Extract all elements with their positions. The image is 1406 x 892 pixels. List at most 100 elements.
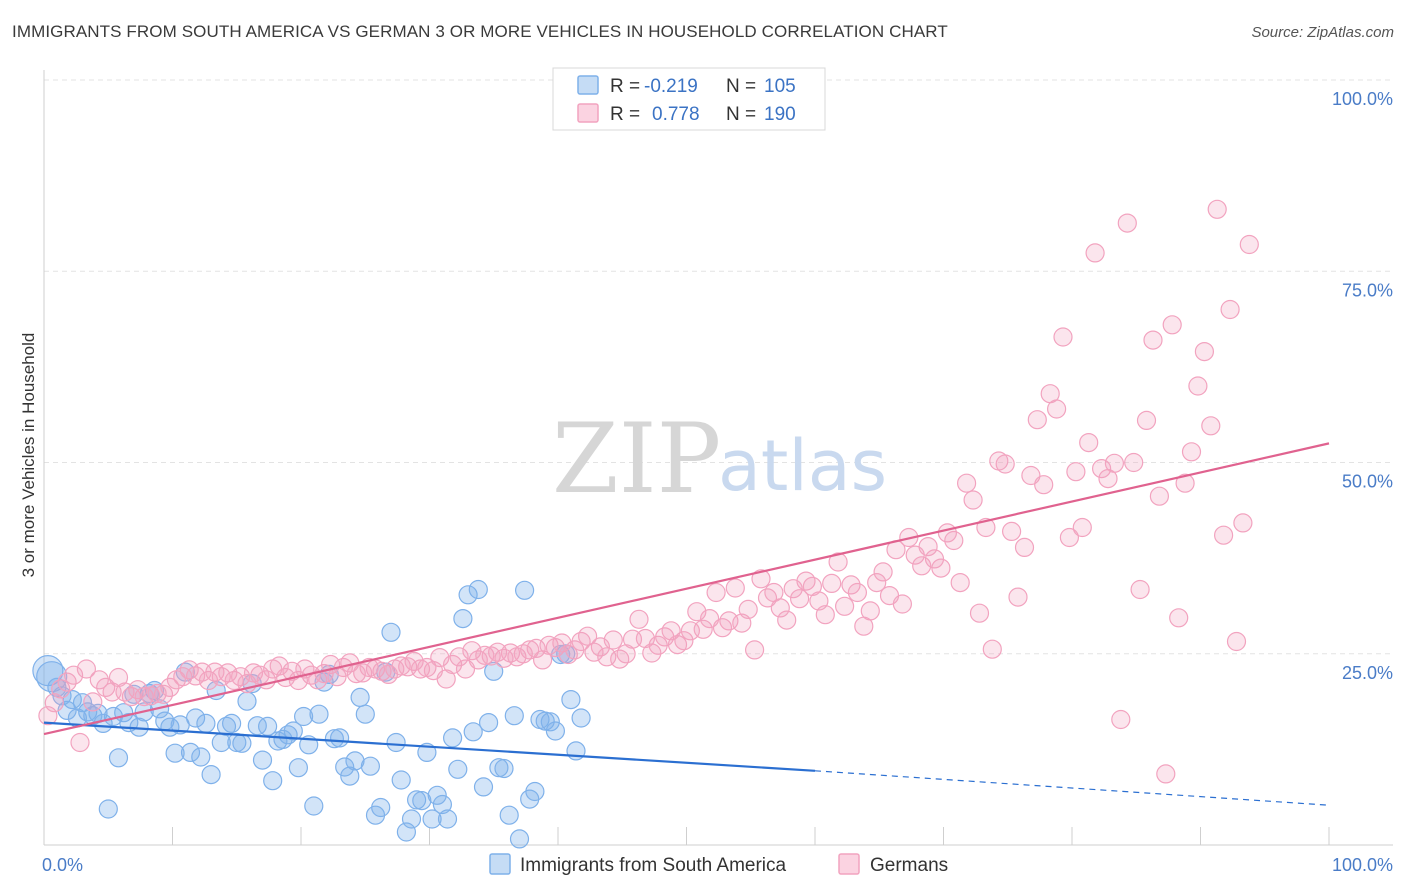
immigrants-point-53 xyxy=(309,704,329,724)
legend-r-value-2: 0.778 xyxy=(652,104,700,125)
germans-point-83 xyxy=(571,631,591,652)
germans-point-166 xyxy=(1104,453,1125,473)
immigrants-trend-extension xyxy=(814,770,1330,806)
germans-point-129 xyxy=(867,572,887,593)
germans-point-6 xyxy=(76,659,97,679)
legend-r-value-1: -0.219 xyxy=(644,76,698,97)
germans-point-102 xyxy=(693,619,713,639)
immigrants-point-47 xyxy=(278,725,298,745)
germans-point-162 xyxy=(1079,433,1099,453)
watermark-zip: ZIP xyxy=(552,403,721,515)
germans-point-124 xyxy=(834,596,855,616)
immigrants-point-90 xyxy=(499,805,519,825)
immigrants-point-93 xyxy=(514,580,535,600)
germans-point-186 xyxy=(1233,513,1253,533)
immigrants-point-48 xyxy=(283,721,303,741)
y-tick-label-2: 75.0% xyxy=(1342,280,1393,300)
germans-point-137 xyxy=(918,536,938,557)
immigrants-point-14 xyxy=(108,748,129,768)
immigrants-point-30 xyxy=(191,747,211,767)
germans-point-133 xyxy=(892,594,913,614)
germans-point-128 xyxy=(860,601,880,621)
immigrants-point-41 xyxy=(247,716,267,736)
immigrants-point-68 xyxy=(386,732,406,753)
immigrants-point-99 xyxy=(545,721,566,741)
germans-point-170 xyxy=(1130,579,1150,600)
germans-point-154 xyxy=(1027,410,1047,430)
immigrants-point-97 xyxy=(535,711,555,731)
germans-point-175 xyxy=(1162,315,1182,335)
germans-point-126 xyxy=(847,582,868,603)
immigrants-point-31 xyxy=(196,713,216,734)
immigrants-point-91 xyxy=(504,706,524,726)
legend-swatch-germans xyxy=(577,103,599,123)
germans-point-104 xyxy=(706,582,726,603)
immigrants-point-28 xyxy=(180,742,201,763)
germans-point-130 xyxy=(873,562,893,582)
germans-point-118 xyxy=(796,571,816,591)
series-germans-points xyxy=(38,199,1259,784)
immigrants-point-71 xyxy=(401,809,422,829)
immigrants-point-82 xyxy=(458,585,478,605)
immigrants-point-69 xyxy=(391,770,411,790)
legend-n-label-1: N = xyxy=(726,76,756,97)
germans-point-36 xyxy=(269,656,289,676)
germans-point-139 xyxy=(931,558,951,578)
germans-point-7 xyxy=(83,692,103,712)
legend-r-label-2: R = xyxy=(610,104,640,125)
bottom-legend-label-immigrants: Immigrants from South America xyxy=(520,855,787,876)
immigrants-trend-line xyxy=(43,721,816,772)
legend-box: R = -0.219 N = 105 R = 0.778 N = 190 xyxy=(552,67,826,131)
immigrants-point-92 xyxy=(509,829,530,849)
germans-point-185 xyxy=(1226,631,1247,652)
germans-point-179 xyxy=(1188,376,1208,396)
immigrants-point-75 xyxy=(422,809,442,829)
immigrants-point-59 xyxy=(340,766,360,786)
germans-point-180 xyxy=(1194,342,1215,362)
germans-point-171 xyxy=(1136,410,1157,430)
bottom-legend-swatch-immigrants xyxy=(489,853,511,875)
germans-point-164 xyxy=(1091,459,1112,479)
germans-point-89 xyxy=(610,649,630,669)
germans-point-125 xyxy=(841,575,861,595)
immigrants-point-12 xyxy=(98,799,118,819)
immigrants-point-36 xyxy=(222,713,242,734)
immigrants-point-50 xyxy=(294,706,314,727)
immigrants-point-77 xyxy=(432,794,452,815)
germans-point-163 xyxy=(1085,243,1105,263)
immigrants-point-25 xyxy=(165,743,185,763)
germans-point-172 xyxy=(1143,330,1163,350)
germans-point-159 xyxy=(1059,527,1080,548)
germans-point-161 xyxy=(1072,517,1092,538)
germans-point-167 xyxy=(1111,709,1131,730)
germans-point-176 xyxy=(1169,608,1189,628)
germans-point-184 xyxy=(1220,299,1240,320)
legend-n-value-1: 105 xyxy=(764,76,796,97)
germans-point-115 xyxy=(777,610,797,630)
immigrants-point-86 xyxy=(479,712,499,733)
immigrants-point-7 xyxy=(72,693,93,713)
germans-point-181 xyxy=(1201,416,1221,436)
germans-point-111 xyxy=(751,569,771,589)
germans-point-19 xyxy=(160,677,180,698)
bottom-legend-swatch-germans xyxy=(838,853,860,875)
immigrants-point-58 xyxy=(335,757,355,777)
germans-point-174 xyxy=(1156,764,1176,784)
immigrants-point-85 xyxy=(473,777,494,797)
germans-point-107 xyxy=(725,578,745,598)
immigrants-point-81 xyxy=(453,608,473,629)
y-tick-label-0: 25.0% xyxy=(1342,663,1393,683)
immigrants-point-8 xyxy=(78,702,98,722)
immigrants-point-32 xyxy=(201,764,221,785)
watermark: ZIP atlas xyxy=(552,403,887,515)
immigrants-point-72 xyxy=(407,790,427,810)
germans-point-88 xyxy=(603,630,623,650)
germans-point-152 xyxy=(1014,537,1035,558)
immigrants-point-73 xyxy=(412,790,432,811)
legend-n-label-2: N = xyxy=(726,104,756,125)
germans-point-109 xyxy=(738,599,758,620)
germans-point-49 xyxy=(353,663,373,683)
germans-point-8 xyxy=(89,670,109,690)
germans-point-141 xyxy=(944,530,964,551)
